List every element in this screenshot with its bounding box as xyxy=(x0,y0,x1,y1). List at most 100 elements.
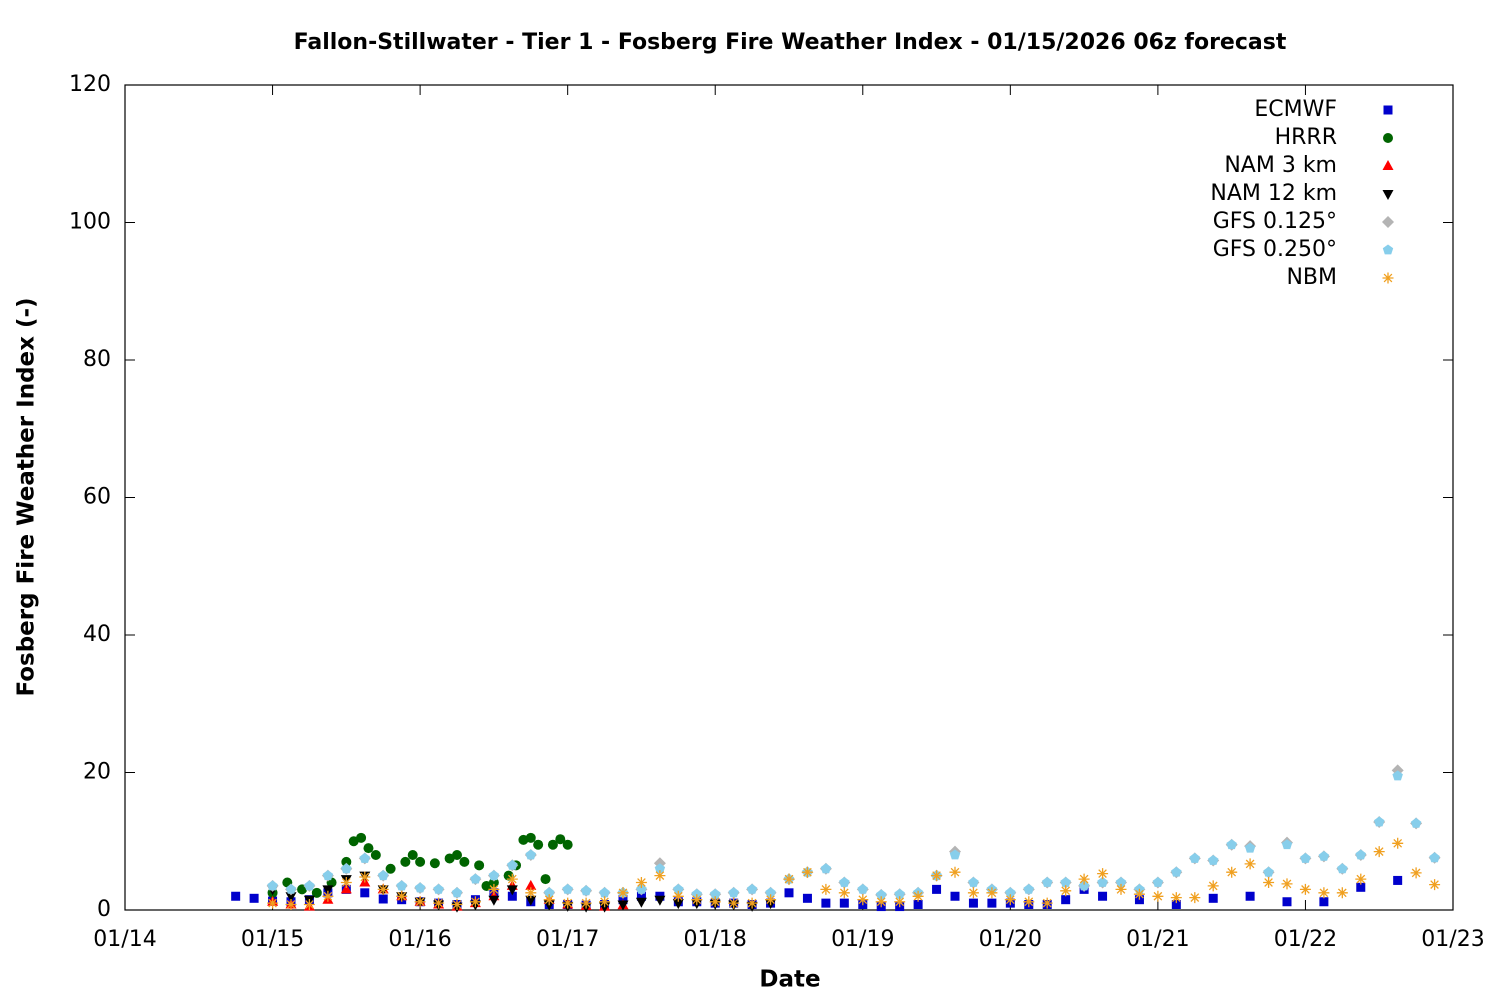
data-point xyxy=(474,860,485,871)
data-point xyxy=(1281,839,1293,850)
data-point xyxy=(341,856,352,867)
legend-label: ECMWF xyxy=(1254,97,1337,122)
data-point xyxy=(949,866,961,878)
data-point xyxy=(340,883,352,894)
data-point xyxy=(709,896,721,908)
data-point xyxy=(429,858,440,869)
legend-label: GFS 0.250° xyxy=(1213,237,1337,262)
data-point xyxy=(1078,880,1090,891)
data-point xyxy=(1041,897,1053,909)
data-point xyxy=(1226,839,1237,850)
legend-label: NAM 12 km xyxy=(1210,181,1337,206)
data-point xyxy=(507,859,518,870)
data-point xyxy=(913,900,923,909)
legend-marker xyxy=(1383,133,1393,143)
data-point xyxy=(1226,866,1238,878)
data-point xyxy=(1392,770,1403,781)
data-point xyxy=(322,890,334,902)
data-point xyxy=(414,882,426,893)
data-point xyxy=(359,852,370,863)
data-point xyxy=(470,873,481,884)
data-point xyxy=(1245,891,1255,901)
data-point xyxy=(599,896,611,908)
data-point xyxy=(746,883,758,894)
data-point xyxy=(1336,887,1348,899)
data-point xyxy=(267,880,278,891)
data-point xyxy=(875,896,887,908)
data-point xyxy=(469,896,481,908)
y-tick-label: 100 xyxy=(69,210,111,235)
data-point xyxy=(507,891,517,901)
data-point xyxy=(1263,866,1274,877)
data-point xyxy=(543,894,555,906)
data-point xyxy=(968,877,979,887)
data-point xyxy=(525,887,537,899)
data-point xyxy=(1429,852,1440,863)
data-point xyxy=(322,885,334,896)
x-tick-label: 01/15 xyxy=(241,927,304,952)
data-point xyxy=(1078,873,1090,885)
data-point xyxy=(820,863,832,874)
data-point xyxy=(451,887,463,898)
data-point xyxy=(400,856,411,867)
legend-label: HRRR xyxy=(1275,125,1337,150)
data-point xyxy=(1061,895,1071,905)
data-point xyxy=(525,849,536,860)
data-point xyxy=(311,887,322,898)
data-point xyxy=(1393,875,1403,885)
data-point xyxy=(377,883,389,895)
data-point xyxy=(986,887,998,899)
legend-label: NBM xyxy=(1286,265,1337,290)
data-point xyxy=(1004,894,1016,906)
data-point xyxy=(672,899,684,910)
data-point xyxy=(765,887,776,898)
chart-title: Fallon-Stillwater - Tier 1 - Fosberg Fir… xyxy=(294,30,1287,55)
data-point xyxy=(1244,858,1256,870)
data-point xyxy=(356,832,367,843)
data-point xyxy=(231,891,241,901)
data-point xyxy=(673,883,684,894)
data-point xyxy=(1098,891,1108,901)
data-point xyxy=(488,883,500,895)
data-point xyxy=(303,899,315,910)
data-point xyxy=(370,850,381,860)
data-point xyxy=(839,898,849,908)
data-point xyxy=(839,877,850,887)
data-point xyxy=(304,880,315,891)
data-point xyxy=(562,897,574,909)
x-tick-label: 01/23 xyxy=(1421,927,1484,952)
data-point xyxy=(360,888,370,898)
y-tick-label: 40 xyxy=(83,622,111,647)
data-point xyxy=(968,898,978,908)
y-tick-label: 20 xyxy=(83,760,111,785)
data-point xyxy=(1133,888,1145,900)
data-point xyxy=(555,834,566,845)
data-point xyxy=(1392,837,1404,849)
data-point xyxy=(950,891,960,901)
data-point xyxy=(1356,882,1366,892)
data-point xyxy=(1282,897,1292,907)
data-point xyxy=(1373,846,1385,858)
data-point xyxy=(932,884,942,894)
data-point xyxy=(617,900,629,911)
data-point xyxy=(1318,850,1330,861)
data-point xyxy=(525,879,537,890)
data-point xyxy=(525,895,537,906)
data-point xyxy=(691,894,703,906)
legend-marker xyxy=(1382,244,1394,255)
data-point xyxy=(1410,867,1422,879)
data-point xyxy=(1097,877,1108,887)
data-point xyxy=(378,870,389,881)
y-tick-label: 80 xyxy=(83,347,111,372)
data-point xyxy=(580,885,592,896)
data-point xyxy=(396,890,408,902)
data-point xyxy=(894,896,906,908)
data-point xyxy=(385,863,396,874)
data-point xyxy=(1189,852,1200,863)
x-axis-label: Date xyxy=(759,967,820,993)
data-point xyxy=(285,892,297,903)
x-tick-label: 01/19 xyxy=(831,927,894,952)
data-point xyxy=(894,888,905,899)
data-point xyxy=(838,887,850,899)
x-tick-label: 01/21 xyxy=(1126,927,1189,952)
